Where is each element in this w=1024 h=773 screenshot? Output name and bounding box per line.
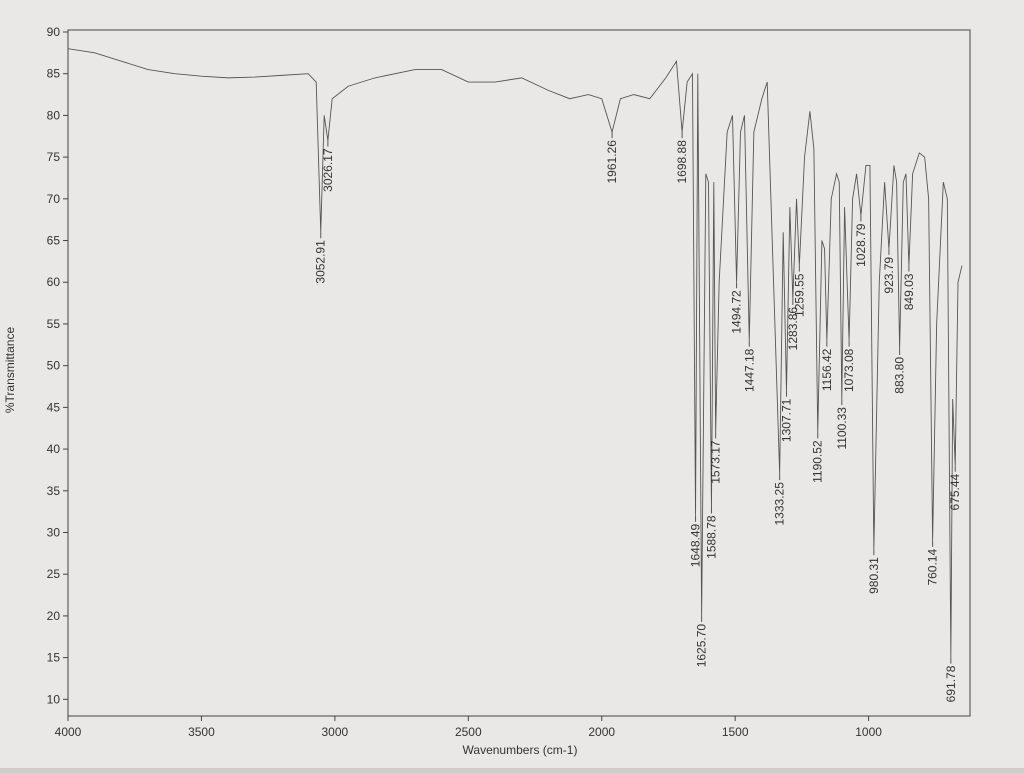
y-tick-label: 25 — [47, 567, 61, 581]
y-tick-label: 55 — [47, 317, 61, 331]
peak-label: 1333.25 — [773, 482, 787, 526]
y-tick-label: 35 — [47, 484, 61, 498]
y-tick-label: 20 — [47, 609, 61, 623]
peak-label: 1028.79 — [854, 223, 868, 267]
peak-label: 1961.26 — [605, 140, 619, 184]
x-tick-label: 2500 — [455, 725, 482, 739]
peak-label: 1625.70 — [695, 624, 709, 668]
x-tick-label: 4000 — [55, 725, 82, 739]
y-tick-label: 15 — [47, 651, 61, 665]
y-tick-label: 90 — [47, 25, 61, 39]
peak-label: 1698.88 — [675, 140, 689, 184]
x-tick-label: 3000 — [322, 725, 349, 739]
y-tick-label: 45 — [47, 400, 61, 414]
peak-label: 1307.71 — [779, 398, 793, 442]
x-tick-label: 1000 — [855, 725, 882, 739]
spectrum-line — [67, 48, 963, 658]
x-tick-label: 3500 — [188, 725, 215, 739]
peak-label: 1648.49 — [689, 523, 703, 567]
peak-label: 1588.78 — [704, 515, 718, 559]
x-tick-label: 2000 — [588, 725, 615, 739]
peak-label: 1447.18 — [742, 348, 756, 392]
peak-label: 3026.17 — [321, 148, 335, 192]
peak-label: 1259.55 — [792, 273, 806, 317]
peak-label: 1573.17 — [709, 440, 723, 484]
peak-label: 883.80 — [893, 357, 907, 394]
peak-label: 1283.86 — [786, 307, 800, 351]
peak-label: 1156.42 — [820, 348, 834, 391]
peak-label: 849.03 — [902, 273, 916, 310]
peak-label: 760.14 — [926, 549, 940, 586]
y-tick-label: 85 — [47, 67, 61, 81]
y-tick-label: 60 — [47, 275, 61, 289]
peak-label: 923.79 — [882, 257, 896, 294]
y-tick-label: 10 — [47, 692, 61, 706]
plot-frame — [67, 29, 971, 717]
y-tick-label: 40 — [47, 442, 61, 456]
x-axis-title: Wavenumbers (cm-1) — [463, 743, 578, 757]
peak-label: 3052.91 — [314, 240, 328, 284]
peak-label: 1100.33 — [835, 407, 849, 450]
peak-label: 1073.08 — [842, 348, 856, 392]
peak-label: 691.78 — [944, 665, 958, 702]
peak-label: 675.44 — [948, 473, 962, 510]
peak-label: 980.31 — [867, 557, 881, 594]
x-tick-label: 1500 — [722, 725, 749, 739]
peak-label: 1190.52 — [811, 440, 825, 483]
y-tick-label: 50 — [47, 359, 61, 373]
y-tick-label: 30 — [47, 525, 61, 539]
y-tick-label: 75 — [47, 150, 61, 164]
y-tick-label: 80 — [47, 108, 61, 122]
y-axis-title: %Transmittance — [3, 327, 17, 414]
peak-label: 1494.72 — [730, 290, 744, 334]
y-tick-label: 65 — [47, 234, 61, 248]
y-tick-label: 70 — [47, 192, 61, 206]
